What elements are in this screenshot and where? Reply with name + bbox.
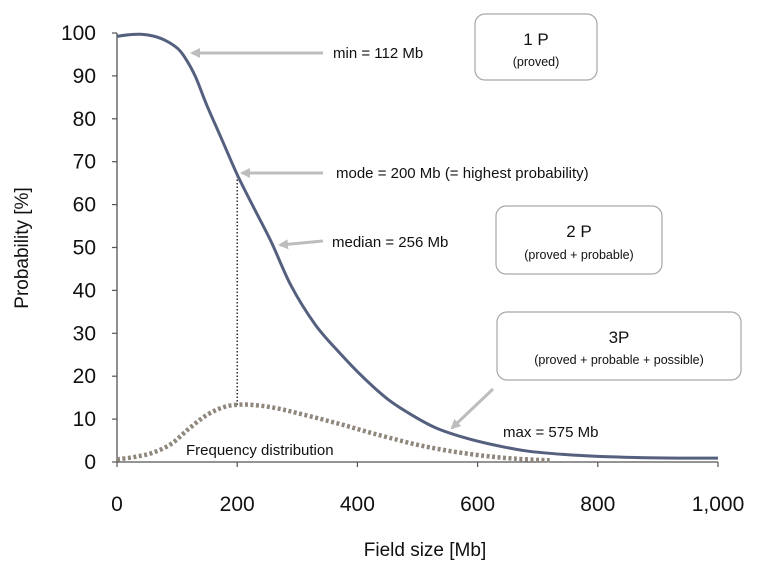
- y-tick-label: 90: [73, 65, 96, 88]
- box-3p-subtitle: (proved + probable + possible): [534, 353, 704, 367]
- x-tick-label: 0: [111, 493, 123, 516]
- y-tick-label: 50: [73, 237, 96, 260]
- y-tick-label: 70: [73, 151, 96, 174]
- box-1p: 1 P (proved): [474, 13, 598, 81]
- annotation-max: max = 575 Mb: [503, 424, 598, 441]
- box-1p-subtitle: (proved): [513, 55, 560, 69]
- y-tick-label: 20: [73, 365, 96, 388]
- x-ticks: 0 200 400 600 800 1,000: [111, 462, 744, 516]
- box-2p: 2 P (proved + probable): [495, 205, 663, 275]
- y-tick-label: 30: [73, 322, 96, 345]
- cumulative-probability-curve: [116, 32, 719, 460]
- box-3p-title: 3P: [609, 328, 630, 347]
- x-tick-label: 600: [460, 493, 495, 516]
- y-tick-label: 0: [84, 451, 96, 474]
- box-1p-frame: [474, 13, 598, 81]
- y-axis-title: Probability [%]: [12, 187, 33, 308]
- box-3p-frame: [496, 311, 742, 381]
- x-tick-label: 1,000: [692, 493, 745, 516]
- y-tick-label: 100: [61, 22, 96, 45]
- x-tick-label: 200: [220, 493, 255, 516]
- y-ticks: 0 10 20 30 40 50 60 70 80 90 100: [61, 22, 117, 474]
- x-tick-label: 400: [340, 493, 375, 516]
- box-2p-subtitle: (proved + probable): [524, 248, 633, 262]
- x-axis-title: Field size [Mb]: [364, 540, 486, 561]
- frequency-distribution-curve: [116, 402, 550, 463]
- annotation-mode: mode = 200 Mb (= highest probability): [336, 165, 589, 182]
- median-arrow: [278, 239, 324, 250]
- max-arrow: [450, 387, 495, 430]
- y-tick-label: 60: [73, 194, 96, 217]
- y-tick-label: 80: [73, 108, 96, 131]
- x-tick-label: 800: [580, 493, 615, 516]
- annotation-frequency-distribution: Frequency distribution: [186, 442, 334, 459]
- annotation-median: median = 256 Mb: [332, 234, 448, 251]
- box-1p-title: 1 P: [523, 30, 549, 49]
- box-3p: 3P (proved + probable + possible): [496, 311, 742, 381]
- y-tick-label: 40: [73, 279, 96, 302]
- box-2p-frame: [495, 205, 663, 275]
- annotation-min: min = 112 Mb: [333, 45, 423, 62]
- box-2p-title: 2 P: [566, 222, 592, 241]
- y-tick-label: 10: [73, 408, 96, 431]
